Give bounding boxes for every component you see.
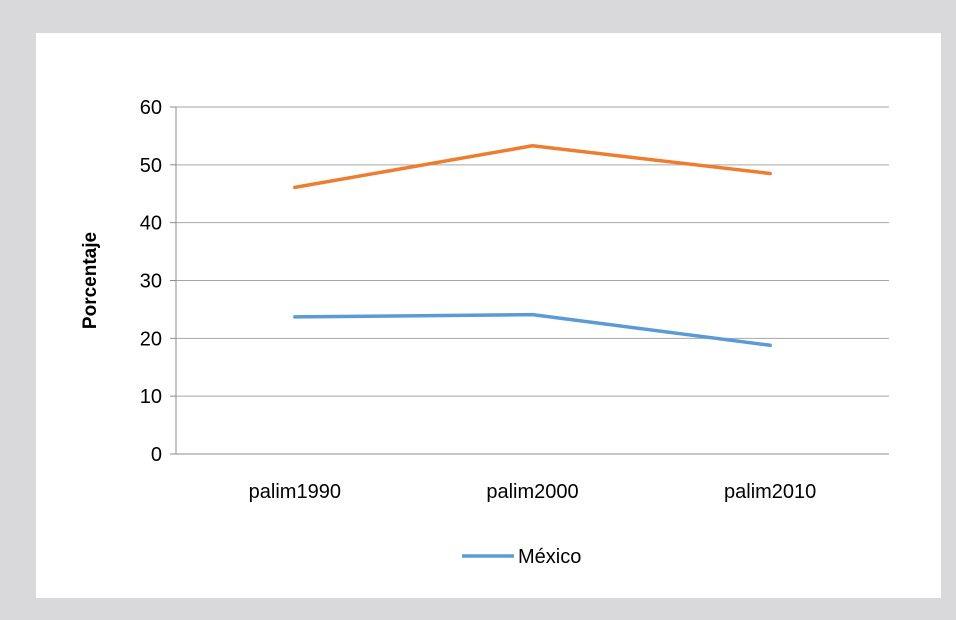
y-tick-label: 50 [140,155,162,177]
y-tick-label: 40 [140,213,162,235]
y-tick-label: 30 [140,271,162,293]
chart-area: 0 10 20 30 40 50 60 palim1990 palim2000 palim201… [36,33,941,598]
series-line-unlabeled [293,143,772,190]
x-tick-label: palim2000 [486,481,578,503]
gridlines [170,106,889,455]
legend-label: México [518,546,581,568]
y-tick-label: 10 [140,386,162,408]
y-tick-label: 60 [140,97,162,119]
x-tick-label: palim1990 [249,481,341,503]
x-tick-label: palim2010 [724,481,816,503]
line-chart: 0 10 20 30 40 50 60 palim1990 palim2000 palim201… [80,97,889,568]
y-tick-label: 0 [151,444,162,466]
y-tick-label: 20 [140,328,162,350]
series-lines [293,143,772,348]
y-tick-labels: 0 10 20 30 40 50 60 [140,97,162,466]
legend: México [462,546,581,568]
y-axis-label: Porcentaje [80,232,101,329]
x-tick-labels: palim1990 palim2000 palim2010 [249,481,817,503]
series-line-mexico [293,312,772,348]
